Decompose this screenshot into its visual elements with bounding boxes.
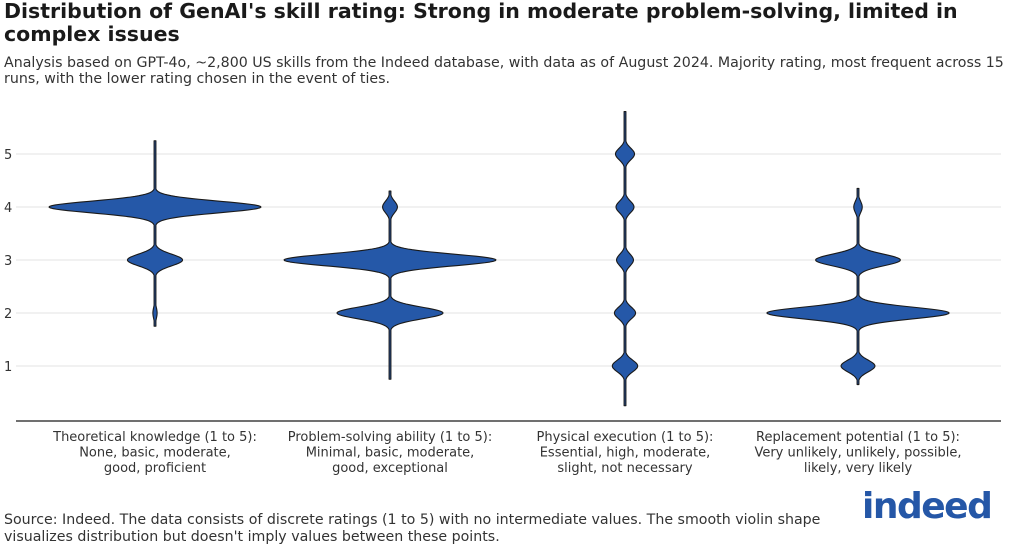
y-tick-label: 4 bbox=[4, 201, 12, 216]
violins bbox=[48, 111, 950, 407]
x-category-label: Problem-solving ability (1 to 5): bbox=[288, 430, 492, 445]
x-category-label: Minimal, basic, moderate, bbox=[306, 446, 475, 461]
x-category-label: Very unlikely, unlikely, possible, bbox=[754, 446, 961, 461]
x-category-label: Replacement potential (1 to 5): bbox=[756, 430, 960, 445]
y-tick-label: 2 bbox=[4, 307, 12, 322]
x-category-label: Essential, high, moderate, bbox=[540, 446, 711, 461]
x-category-label: Theoretical knowledge (1 to 5): bbox=[52, 430, 257, 445]
x-category-label: likely, very likely bbox=[804, 461, 913, 476]
y-axis-ticks: 1 2 3 4 5 bbox=[4, 148, 12, 375]
chart-title: Distribution of GenAI's skill rating: St… bbox=[4, 0, 958, 46]
violin-3 bbox=[766, 187, 950, 386]
indeed-logo: indeed bbox=[862, 486, 993, 527]
y-tick-label: 5 bbox=[4, 148, 12, 163]
x-axis-labels: Theoretical knowledge (1 to 5):None, bas… bbox=[52, 430, 961, 476]
chart-subtitle: Analysis based on GPT-4o, ~2,800 US skil… bbox=[4, 55, 1004, 87]
y-tick-label: 1 bbox=[4, 360, 12, 375]
x-category-label: good, exceptional bbox=[332, 461, 448, 476]
x-category-label: slight, not necessary bbox=[557, 461, 693, 476]
violin-1 bbox=[283, 190, 497, 380]
x-category-label: good, proficient bbox=[104, 461, 206, 476]
violin-2 bbox=[611, 111, 639, 407]
violin-0 bbox=[48, 140, 262, 327]
y-tick-label: 3 bbox=[4, 254, 12, 269]
x-category-label: Physical execution (1 to 5): bbox=[537, 430, 714, 445]
violin-chart: 1 2 3 4 5 Theoretical knowledge (1 to 5):Non… bbox=[4, 111, 1001, 476]
source-note: Source: Indeed. The data consists of dis… bbox=[4, 512, 821, 545]
x-category-label: None, basic, moderate, bbox=[79, 446, 231, 461]
